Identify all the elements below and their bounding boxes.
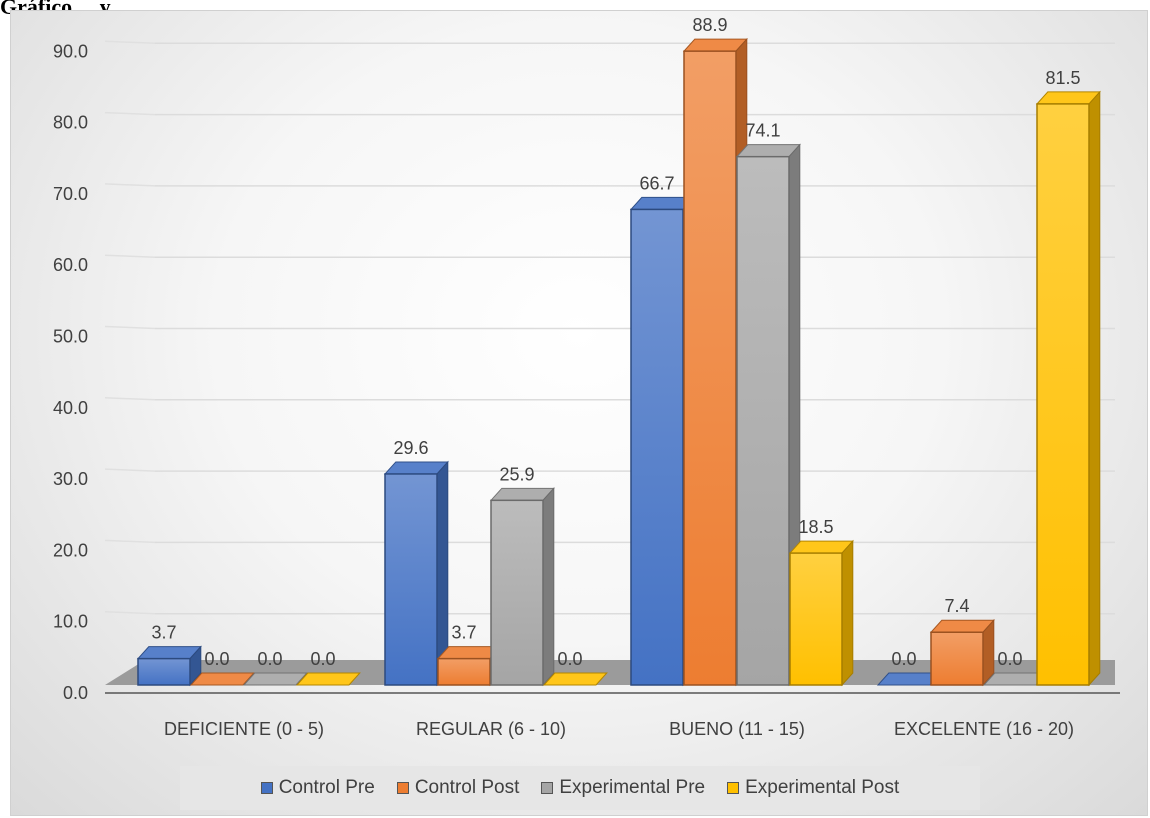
y-tick-label: 10.0 <box>53 612 88 632</box>
data-label: 0.0 <box>310 649 335 669</box>
y-tick-label: 60.0 <box>53 255 88 275</box>
data-label: 66.7 <box>639 173 674 193</box>
legend-swatch <box>541 782 554 794</box>
data-label: 88.9 <box>692 15 727 35</box>
data-label: 0.0 <box>257 649 282 669</box>
gridline-stub <box>104 111 156 116</box>
bar <box>295 672 361 686</box>
legend-item: Control Post <box>396 777 520 799</box>
data-label: 18.5 <box>798 517 833 537</box>
y-tick-label: 30.0 <box>53 469 88 489</box>
legend-label: Control Post <box>414 777 520 798</box>
data-label: 25.9 <box>499 464 534 484</box>
legend-item: Experimental Post <box>727 777 899 799</box>
data-label: 3.7 <box>451 623 476 643</box>
legend-label: Control Pre <box>278 777 375 798</box>
x-category-label: REGULAR (6 - 10) <box>416 719 566 739</box>
data-label: 0.0 <box>204 649 229 669</box>
data-label: 0.0 <box>557 649 582 669</box>
y-tick-label: 80.0 <box>53 113 88 133</box>
bar <box>788 539 854 687</box>
y-tick-label: 40.0 <box>53 398 88 418</box>
gridline-stub <box>104 397 156 401</box>
legend-label: Experimental Pre <box>559 777 706 798</box>
legend-swatch <box>260 782 273 794</box>
x-category-label: DEFICIENTE (0 - 5) <box>164 719 324 739</box>
x-category-label: BUENO (11 - 15) <box>669 719 805 739</box>
data-label: 74.1 <box>745 121 780 141</box>
gridline-stub <box>104 325 156 330</box>
gridline-stub <box>104 468 156 472</box>
legend-label: Experimental Post <box>745 777 900 798</box>
x-category-label: EXCELENTE (16 - 20) <box>894 719 1074 739</box>
y-tick-label: 90.0 <box>53 41 88 61</box>
data-label: 7.4 <box>944 596 969 616</box>
legend-item: Experimental Pre <box>541 777 705 799</box>
chart-floor <box>105 660 1115 685</box>
data-label: 29.6 <box>393 438 428 458</box>
bar <box>929 618 995 687</box>
data-label: 0.0 <box>891 649 916 669</box>
legend-item: Control Pre <box>260 777 375 799</box>
data-label: 81.5 <box>1045 68 1080 88</box>
bar <box>542 672 608 686</box>
gridline-stub <box>104 539 156 544</box>
gridline-stub <box>104 610 156 615</box>
y-tick-label: 50.0 <box>53 327 88 347</box>
legend-swatch <box>727 782 740 794</box>
data-label: 3.7 <box>151 623 176 643</box>
gridline-stub <box>104 254 156 258</box>
y-tick-label: 0.0 <box>63 683 88 703</box>
y-tick-label: 20.0 <box>53 540 88 560</box>
bar <box>1035 90 1101 687</box>
chart-legend: Control Pre Control Post Experimental Pre E… <box>180 766 980 810</box>
bar <box>489 487 555 687</box>
bar <box>242 672 308 686</box>
data-label: 0.0 <box>997 649 1022 669</box>
bar <box>383 460 449 687</box>
legend-swatch <box>396 782 409 794</box>
y-tick-label: 70.0 <box>53 184 88 204</box>
bar <box>189 672 255 686</box>
bar <box>136 645 202 687</box>
gridline-stub <box>104 40 156 45</box>
gridline-stub <box>104 183 156 187</box>
